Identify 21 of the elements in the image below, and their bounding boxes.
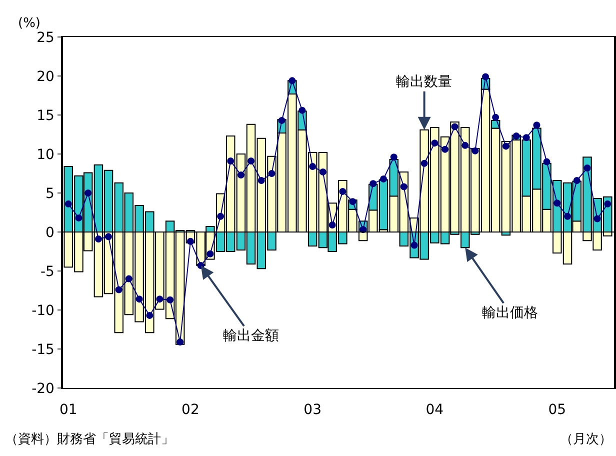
y-tick-label: -5 <box>40 264 54 280</box>
y-tick-label: 10 <box>36 146 54 163</box>
x-tick-label: 01 <box>59 402 78 418</box>
x-tick-label: 02 <box>182 402 200 418</box>
y-tick-label: -20 <box>32 380 54 397</box>
y-tick-label: 0 <box>46 224 54 241</box>
y-tick-label: 5 <box>46 186 54 202</box>
y-tick-label: 20 <box>36 68 54 85</box>
annotation: 輸出価格 <box>482 305 538 321</box>
annotation: 輸出数量 <box>396 74 452 90</box>
y-axis-title: (%) <box>18 16 40 31</box>
y-tick-label: 15 <box>36 108 54 124</box>
y-tick-label: -10 <box>32 302 54 319</box>
y-tick-label: -15 <box>32 342 54 358</box>
y-tick-label: 25 <box>36 30 54 46</box>
x-tick-label: 04 <box>426 402 444 418</box>
x-tick-label: 03 <box>304 402 322 418</box>
text: （資料）財務省「貿易統計」 <box>5 432 174 447</box>
text: （月次） <box>560 432 612 447</box>
x-tick-label: 05 <box>548 402 566 418</box>
annotation: 輸出金額 <box>223 328 279 344</box>
